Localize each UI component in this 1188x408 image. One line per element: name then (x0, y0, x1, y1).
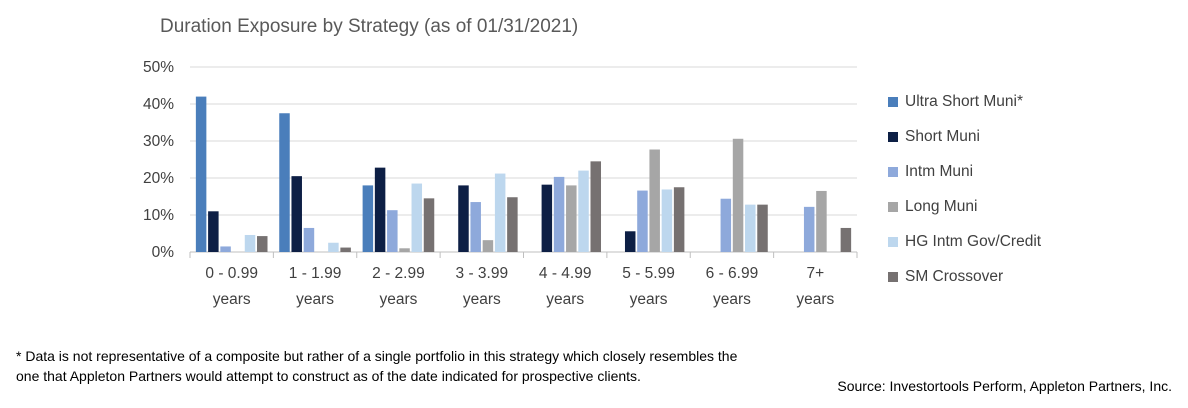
bar (649, 149, 660, 252)
legend-swatch (888, 236, 898, 247)
bar (387, 210, 398, 252)
footnote-line-1: * Data is not representative of a compos… (16, 348, 738, 364)
bar (590, 161, 602, 252)
y-tick-label: 30% (143, 133, 174, 150)
x-tick-label: years (546, 291, 584, 308)
x-tick-label: 2 - 2.99 (372, 265, 425, 282)
legend-item: SM Crossover (888, 259, 1178, 294)
bar (411, 183, 423, 252)
x-tick-label: 6 - 6.99 (706, 265, 759, 282)
bar (541, 184, 553, 252)
bar (745, 204, 756, 252)
bar (732, 138, 744, 252)
y-tick-label: 0% (152, 244, 175, 261)
y-tick-label: 10% (143, 207, 174, 224)
bar (637, 190, 648, 252)
legend-label: Ultra Short Muni* (905, 92, 1024, 110)
footnote: * Data is not representative of a compos… (16, 346, 836, 386)
bar (220, 246, 231, 252)
bar (553, 176, 565, 252)
bar (673, 187, 685, 252)
bar (566, 185, 577, 252)
bar (279, 113, 290, 252)
x-tick-label: years (296, 291, 334, 308)
y-tick-label: 40% (143, 96, 174, 113)
x-tick-label: 5 - 5.99 (622, 265, 675, 282)
bar (816, 190, 827, 252)
bar (840, 227, 852, 252)
legend-label: Long Muni (905, 197, 978, 215)
y-tick-label: 20% (143, 170, 174, 187)
bar (720, 198, 732, 252)
legend-swatch (888, 96, 898, 107)
legend-swatch (888, 271, 898, 282)
bar (624, 231, 636, 252)
y-tick-label: 50% (143, 59, 174, 76)
bar (423, 198, 435, 252)
bar (374, 167, 386, 252)
footnote-line-2: one that Appleton Partners would attempt… (16, 368, 641, 384)
x-tick-label: 4 - 4.99 (539, 265, 592, 282)
bar (208, 211, 219, 252)
chart-legend: Ultra Short Muni* Short Muni Intm Muni Long… (888, 84, 1178, 294)
legend-swatch (888, 131, 898, 142)
bar (482, 240, 494, 252)
x-tick-label: years (630, 291, 668, 308)
bar (303, 227, 315, 252)
legend-label: Intm Muni (905, 162, 974, 180)
legend-swatch (888, 201, 898, 212)
legend-item: HG Intm Gov/Credit (888, 224, 1178, 259)
x-tick-label: 7+ (806, 265, 824, 282)
source-note: Source: Investortools Perform, Appleton … (837, 378, 1172, 394)
bar (244, 234, 256, 252)
x-tick-label: 3 - 3.99 (456, 265, 509, 282)
bar (291, 176, 302, 252)
x-tick-label: 0 - 0.99 (205, 265, 258, 282)
x-tick-label: years (379, 291, 417, 308)
legend-swatch (888, 166, 898, 177)
x-tick-label: years (213, 291, 251, 308)
bar (257, 236, 268, 252)
bar (578, 170, 589, 252)
bar (458, 185, 469, 252)
bar (661, 189, 673, 252)
legend-item: Intm Muni (888, 154, 1178, 189)
x-tick-label: years (713, 291, 751, 308)
legend-item: Short Muni (888, 119, 1178, 154)
bar (399, 248, 410, 252)
x-tick-label: 1 - 1.99 (289, 265, 342, 282)
x-tick-label: years (463, 291, 501, 308)
bar (195, 96, 207, 252)
legend-item: Long Muni (888, 189, 1178, 224)
legend-item: Ultra Short Muni* (888, 84, 1178, 119)
bar (757, 204, 768, 252)
chart-title: Duration Exposure by Strategy (as of 01/… (160, 16, 579, 37)
legend-label: Short Muni (905, 127, 980, 145)
bar (507, 197, 518, 252)
legend-label: HG Intm Gov/Credit (905, 232, 1042, 250)
bar (328, 242, 339, 252)
bar (340, 247, 351, 252)
bar (362, 185, 374, 252)
bar (470, 202, 481, 252)
bar (803, 206, 815, 252)
legend-label: SM Crossover (905, 267, 1004, 285)
x-tick-label: years (796, 291, 834, 308)
bar (494, 173, 506, 252)
